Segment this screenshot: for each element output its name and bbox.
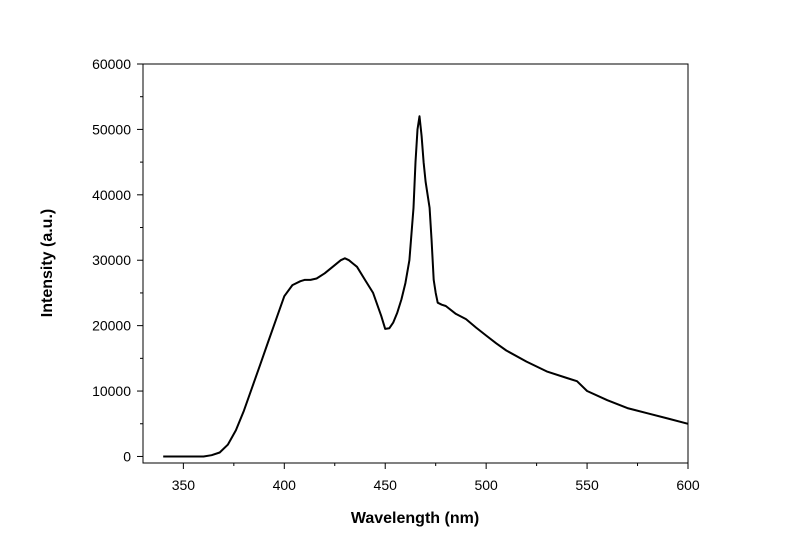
y-axis-ticks: 0 10000 20000 30000 40000 50000 60000 bbox=[92, 56, 143, 464]
y-tick-label: 40000 bbox=[92, 187, 131, 203]
intensity-series-line bbox=[163, 115, 689, 458]
y-tick-label: 0 bbox=[123, 448, 131, 464]
x-tick-label: 450 bbox=[374, 477, 398, 493]
y-tick-label: 10000 bbox=[92, 383, 131, 399]
x-tick-label: 350 bbox=[172, 477, 196, 493]
x-axis-title: Wavelength (nm) bbox=[351, 510, 479, 527]
x-tick-label: 600 bbox=[676, 477, 700, 493]
x-tick-label: 400 bbox=[273, 477, 297, 493]
y-tick-label: 30000 bbox=[92, 252, 131, 268]
y-tick-label: 60000 bbox=[92, 56, 131, 72]
y-tick-label: 20000 bbox=[92, 318, 131, 334]
x-tick-label: 500 bbox=[474, 477, 498, 493]
x-axis-ticks: 350 400 450 500 550 600 bbox=[172, 463, 700, 493]
plot-frame bbox=[142, 63, 689, 464]
x-tick-label: 550 bbox=[575, 477, 599, 493]
y-tick-label: 50000 bbox=[92, 121, 131, 137]
y-axis-title: Intensity (a.u.) bbox=[39, 209, 56, 317]
